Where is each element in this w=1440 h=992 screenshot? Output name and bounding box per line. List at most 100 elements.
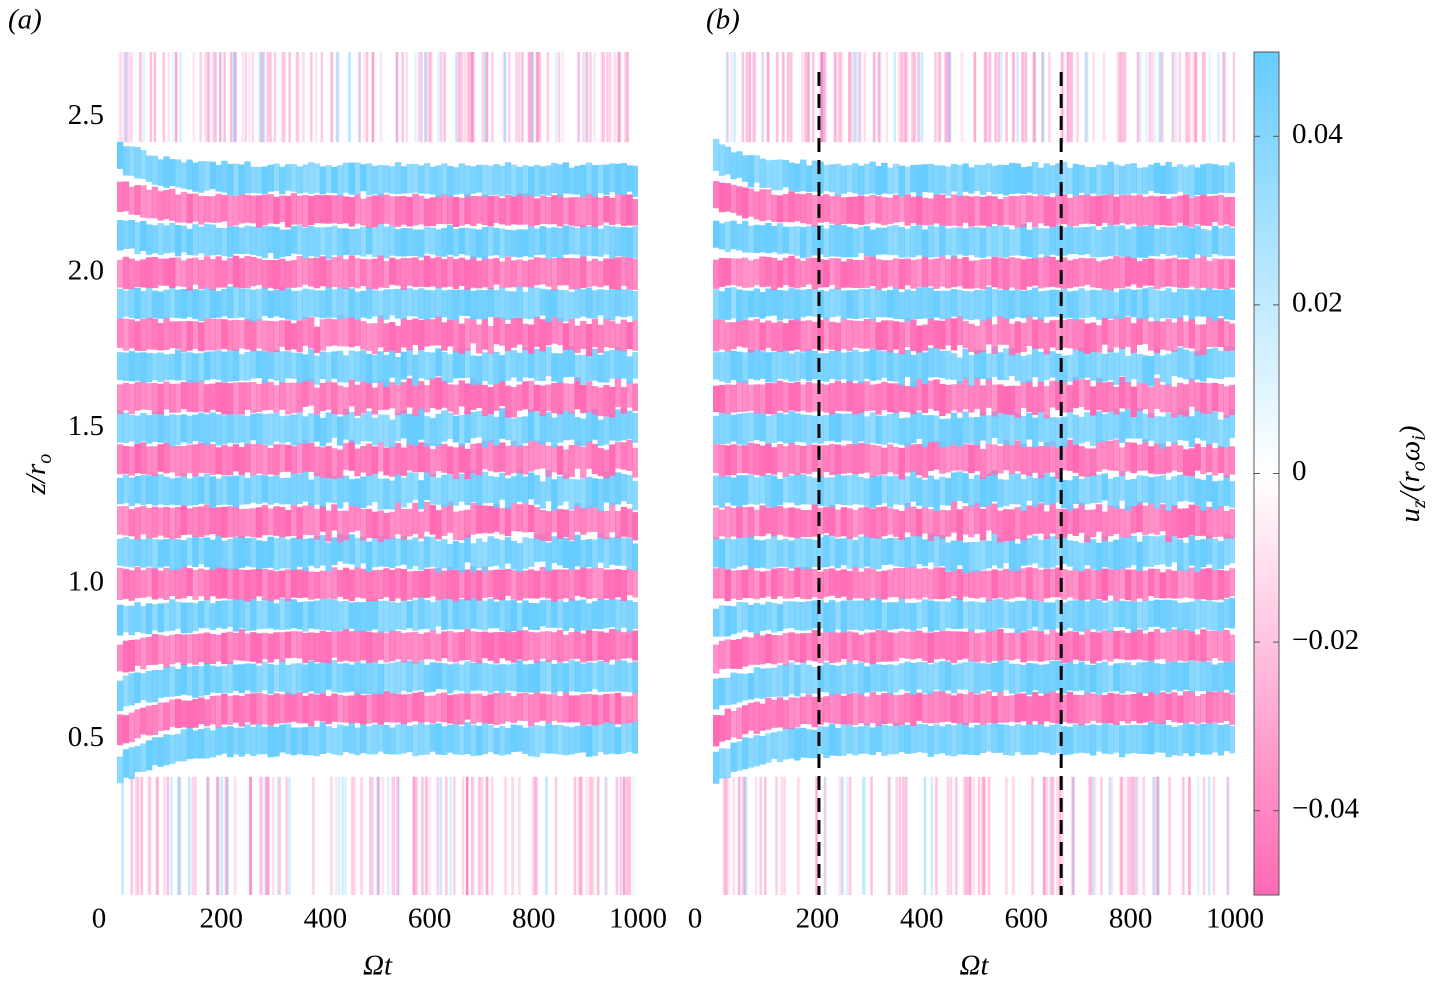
band-texture: [157, 669, 164, 699]
band-texture: [580, 539, 587, 569]
band-texture: [400, 166, 408, 194]
band-texture: [348, 664, 355, 692]
band-texture: [887, 569, 894, 598]
band-texture: [134, 507, 141, 540]
texture: [485, 776, 488, 895]
band-texture: [968, 505, 975, 538]
texture: [849, 776, 852, 895]
band-texture: [458, 726, 465, 756]
band-texture: [817, 383, 824, 412]
band-texture: [151, 318, 159, 350]
band-texture: [342, 355, 350, 383]
band-texture: [284, 288, 292, 320]
band-texture: [1188, 256, 1195, 287]
band-texture: [1165, 162, 1172, 195]
band-texture: [620, 473, 628, 502]
band-texture: [1182, 474, 1190, 501]
band-texture: [198, 380, 205, 412]
band-texture: [869, 318, 876, 349]
band-texture: [325, 632, 332, 664]
band-texture: [539, 693, 546, 721]
band-texture: [458, 350, 465, 379]
band-texture: [1113, 164, 1120, 195]
band-texture: [255, 442, 263, 474]
band-texture: [470, 566, 477, 599]
texture: [533, 776, 537, 895]
band-texture: [626, 696, 633, 724]
band-texture: [580, 224, 587, 257]
band-texture: [771, 602, 778, 633]
band-texture: [1113, 663, 1120, 692]
band-texture: [140, 150, 147, 180]
band-texture: [788, 507, 795, 538]
band-texture: [551, 382, 558, 414]
texture: [377, 776, 381, 895]
band-texture: [1107, 411, 1114, 440]
band-texture: [609, 502, 616, 533]
band-texture: [805, 257, 813, 285]
band-texture: [1124, 479, 1132, 511]
texture: [893, 52, 896, 143]
texture: [207, 776, 210, 895]
band-texture: [1124, 725, 1132, 754]
texture: [341, 776, 344, 895]
band-texture: [1148, 321, 1155, 351]
texture: [1070, 52, 1073, 143]
texture: [330, 52, 333, 143]
band-texture: [1043, 196, 1050, 226]
band-texture: [916, 287, 923, 319]
band-texture: [487, 598, 494, 629]
band-texture: [759, 475, 766, 504]
band-texture: [192, 569, 199, 600]
band-texture: [834, 473, 842, 505]
texture: [987, 776, 990, 895]
band-texture: [1217, 724, 1224, 756]
band-texture: [962, 228, 969, 256]
band-texture: [829, 196, 836, 224]
band-texture: [1043, 726, 1050, 753]
band-texture: [1171, 349, 1178, 376]
band-texture: [632, 566, 638, 598]
band-texture: [1136, 167, 1143, 194]
band-texture: [742, 220, 749, 253]
band-texture: [226, 226, 234, 257]
texture: [273, 52, 277, 143]
band-texture: [1119, 225, 1126, 257]
band-texture: [302, 632, 309, 664]
texture: [261, 52, 264, 143]
band-texture: [718, 320, 726, 350]
band-texture: [273, 163, 280, 192]
band-texture: [927, 569, 934, 600]
band-texture: [1159, 259, 1166, 288]
band-texture: [730, 322, 737, 350]
band-texture: [811, 160, 818, 192]
band-texture: [887, 414, 894, 443]
band-texture: [1084, 568, 1091, 600]
band-texture: [290, 631, 298, 658]
band-texture: [585, 725, 593, 757]
texture: [461, 776, 465, 895]
band-texture: [215, 164, 222, 192]
band-texture: [1211, 195, 1219, 222]
band-texture: [568, 541, 575, 570]
band-texture: [226, 286, 234, 319]
band-texture: [510, 260, 518, 288]
band-texture: [974, 475, 981, 505]
band-texture: [221, 194, 228, 222]
band-texture: [122, 412, 130, 443]
band-texture: [1078, 478, 1085, 506]
band-texture: [834, 444, 842, 474]
band-texture: [1229, 227, 1235, 256]
texture: [999, 52, 1003, 143]
band-texture: [325, 542, 332, 572]
band-texture: [742, 737, 749, 770]
band-texture: [464, 288, 471, 317]
texture: [822, 52, 825, 143]
band-texture: [226, 539, 234, 570]
texture: [465, 776, 469, 895]
band-texture: [423, 255, 431, 288]
band-texture: [215, 600, 222, 628]
band-texture: [186, 415, 193, 444]
band-texture: [429, 505, 436, 535]
band-texture: [1061, 442, 1068, 471]
